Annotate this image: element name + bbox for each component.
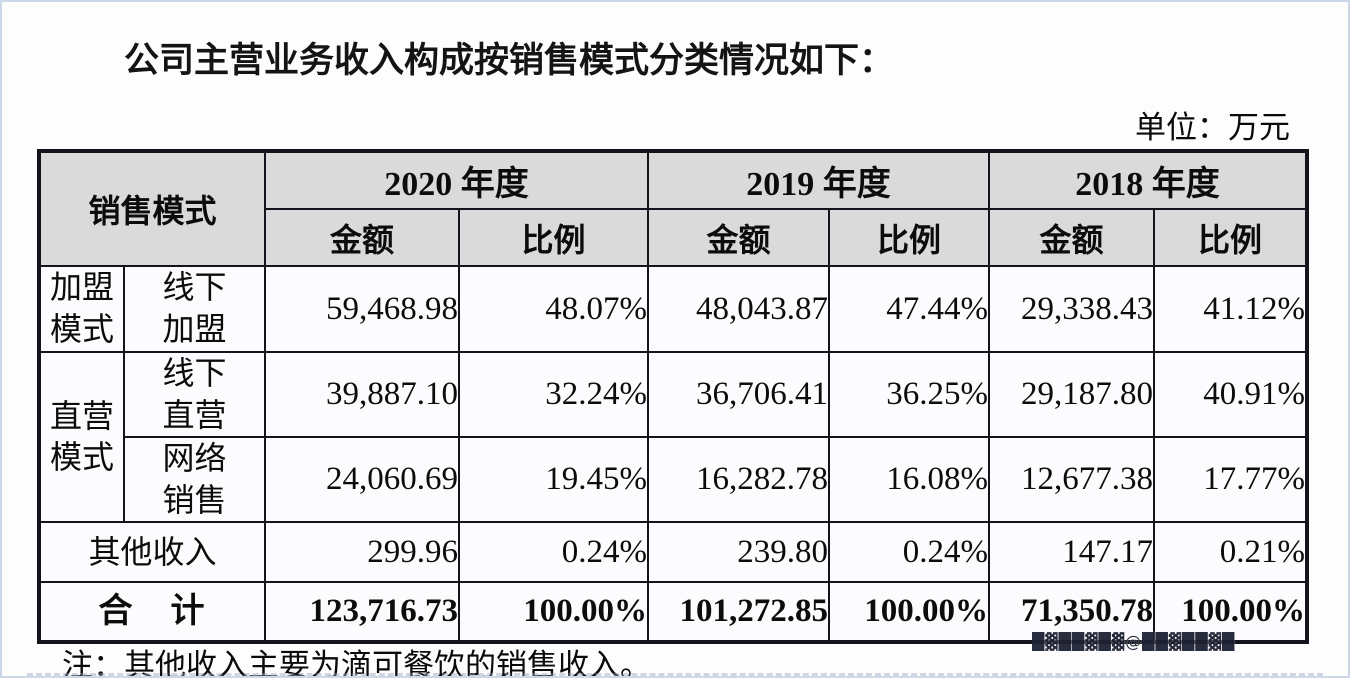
ratio-cell: 47.44% xyxy=(828,265,990,353)
header-row-years: 销售模式 2020 年度 2019 年度 2018 年度 xyxy=(38,150,1308,267)
amount-cell: 36,706.41 xyxy=(647,350,830,439)
watermark: █▓██▓█▓@██▓██▓█ xyxy=(1032,632,1236,651)
header-2018-ratio: 比例 xyxy=(1153,208,1308,267)
header-2020-amount: 金额 xyxy=(264,208,460,267)
header-2020-ratio: 比例 xyxy=(458,208,649,267)
amount-cell: 12,677.38 xyxy=(988,436,1155,524)
label-offline-franchise: 线下 加盟 xyxy=(123,265,266,353)
amount-cell: 239.80 xyxy=(647,521,830,584)
row-online-sales: 网络 销售 24,060.69 19.45% 16,282.78 16.08% … xyxy=(39,436,1308,524)
amount-cell: 29,338.43 xyxy=(988,265,1155,353)
header-year-2019: 2019 年度 xyxy=(647,150,990,210)
ratio-cell: 100.00% xyxy=(828,581,990,644)
row-total: 合 计 123,716.73 100.00% 101,272.85 100.00… xyxy=(38,581,1308,644)
amount-cell: 147.17 xyxy=(988,521,1155,584)
label-offline-direct: 线下 直营 xyxy=(123,350,266,439)
header-2018-amount: 金额 xyxy=(988,208,1155,267)
label-other-income: 其他收入 xyxy=(38,521,266,584)
amount-cell: 16,282.78 xyxy=(647,436,830,524)
ratio-cell: 0.21% xyxy=(1153,521,1308,584)
amount-cell: 71,350.78 xyxy=(988,581,1155,644)
amount-cell: 39,887.10 xyxy=(264,350,460,439)
ratio-cell: 0.24% xyxy=(828,521,990,584)
ratio-cell: 36.25% xyxy=(828,350,990,439)
header-2019-ratio: 比例 xyxy=(828,208,990,267)
amount-cell: 101,272.85 xyxy=(647,581,830,644)
ratio-cell: 100.00% xyxy=(458,581,649,644)
amount-cell: 123,716.73 xyxy=(264,581,460,644)
label-total: 合 计 xyxy=(38,581,266,644)
amount-cell: 29,187.80 xyxy=(988,350,1155,439)
header-year-2020: 2020 年度 xyxy=(264,150,649,210)
amount-cell: 48,043.87 xyxy=(647,265,830,353)
header-sales-model: 销售模式 xyxy=(38,150,266,267)
unit-label: 单位：万元 xyxy=(1135,110,1290,145)
ratio-cell: 100.00% xyxy=(1153,581,1308,644)
label-franchise-model: 加盟 模式 xyxy=(38,265,125,353)
ratio-cell: 0.24% xyxy=(458,521,649,584)
amount-cell: 299.96 xyxy=(264,521,460,584)
footnote: 注：其他收入主要为滴可餐饮的销售收入。 xyxy=(62,648,651,678)
ratio-cell: 40.91% xyxy=(1153,350,1308,439)
ratio-cell: 16.08% xyxy=(828,436,990,524)
page-title: 公司主营业务收入构成按销售模式分类情况如下： xyxy=(124,41,895,80)
ratio-cell: 32.24% xyxy=(458,350,649,439)
label-direct-model: 直营 模式 xyxy=(38,350,125,524)
header-row-metrics: 金额 比例 金额 比例 金额 比例 xyxy=(39,208,1308,267)
amount-cell: 24,060.69 xyxy=(264,436,460,524)
bottom-artifact-line xyxy=(27,673,1323,676)
header-2019-amount: 金额 xyxy=(647,208,830,267)
label-online-sales: 网络 销售 xyxy=(123,436,266,524)
ratio-cell: 19.45% xyxy=(458,436,649,524)
row-franchise-offline: 加盟 模式 线下 加盟 59,468.98 48.07% 48,043.87 4… xyxy=(38,265,1308,353)
ratio-cell: 48.07% xyxy=(458,265,649,353)
ratio-cell: 41.12% xyxy=(1153,265,1308,353)
amount-cell: 59,468.98 xyxy=(264,265,460,353)
header-year-2018: 2018 年度 xyxy=(988,150,1308,210)
row-direct-offline: 直营 模式 线下 直营 39,887.10 32.24% 36,706.41 3… xyxy=(38,350,1308,524)
revenue-by-sales-model-table: 销售模式 2020 年度 2019 年度 2018 年度 金额 比例 金额 比例… xyxy=(37,149,1309,645)
ratio-cell: 17.77% xyxy=(1153,436,1308,524)
row-other-income: 其他收入 299.96 0.24% 239.80 0.24% 147.17 0.… xyxy=(38,521,1308,584)
